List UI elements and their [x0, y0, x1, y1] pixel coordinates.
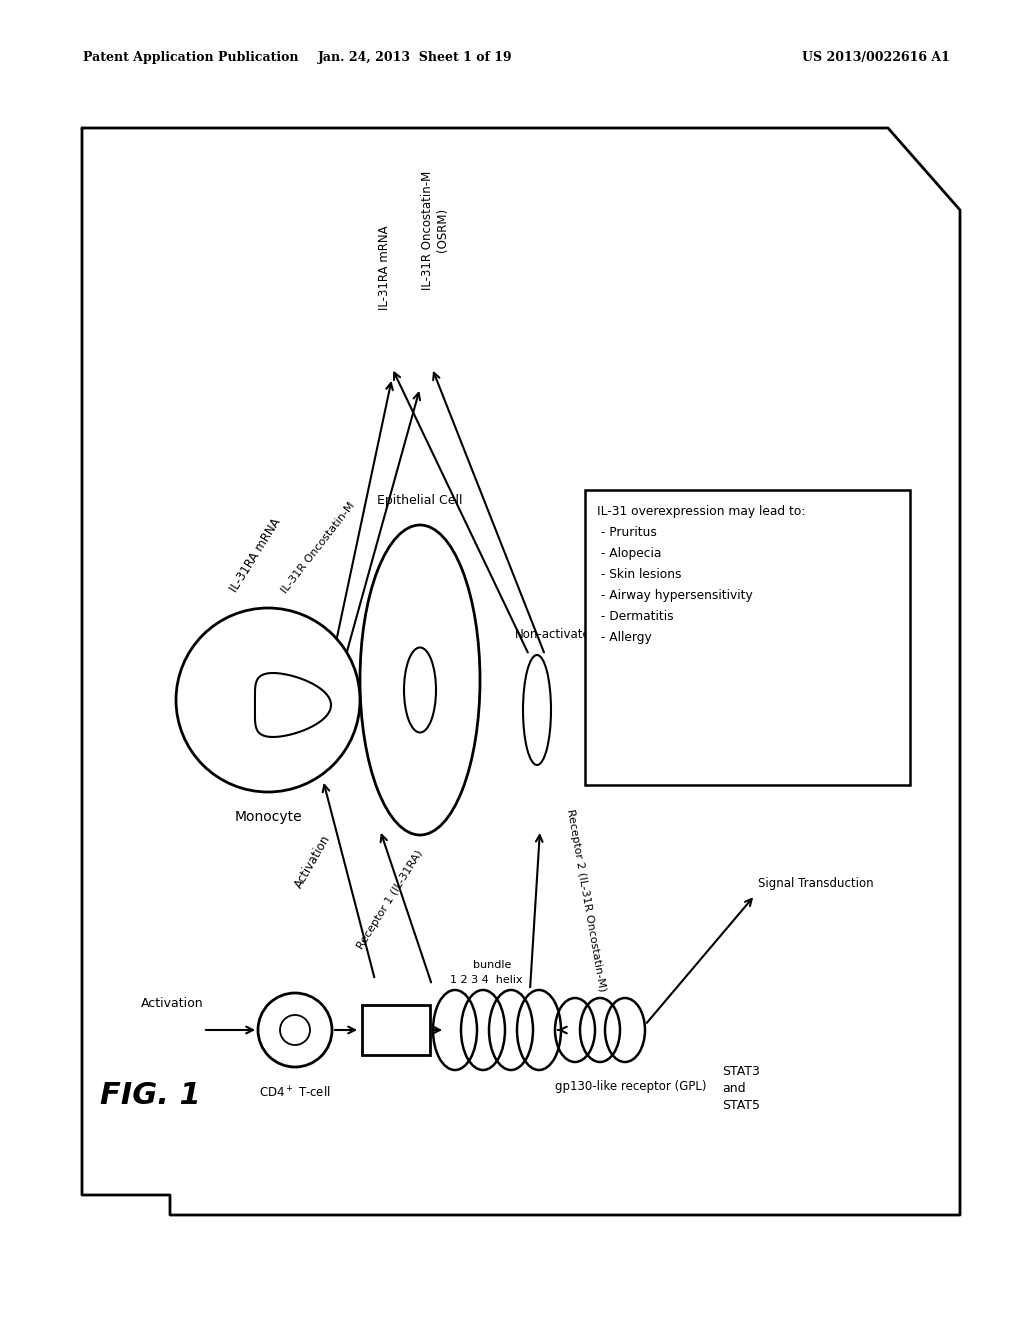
Text: CD4$^+$ T-cell: CD4$^+$ T-cell: [259, 1085, 331, 1101]
Circle shape: [176, 609, 360, 792]
Text: IL-31RA mRNA: IL-31RA mRNA: [227, 516, 283, 594]
Text: Epithelial Cell: Epithelial Cell: [377, 494, 463, 507]
Text: Activation: Activation: [293, 833, 334, 891]
Text: US 2013/0022616 A1: US 2013/0022616 A1: [802, 51, 950, 65]
Text: IL-31RA mRNA: IL-31RA mRNA: [379, 226, 391, 310]
Text: Jan. 24, 2013  Sheet 1 of 19: Jan. 24, 2013 Sheet 1 of 19: [317, 51, 512, 65]
Text: Signal Transduction: Signal Transduction: [758, 876, 873, 890]
Text: IL-31R Oncostatin-M
(OSRM): IL-31R Oncostatin-M (OSRM): [421, 170, 449, 290]
Ellipse shape: [360, 525, 480, 836]
Text: Monocyte: Monocyte: [234, 810, 302, 824]
Circle shape: [258, 993, 332, 1067]
Text: Activation: Activation: [140, 997, 204, 1010]
Text: IL-31: IL-31: [380, 1023, 413, 1036]
Text: IL-31R Oncostatin-M: IL-31R Oncostatin-M: [280, 500, 356, 595]
Bar: [585, 490, 910, 785]
Text: Patent Application Publication: Patent Application Publication: [83, 51, 299, 65]
Bar: [362, 1005, 430, 1055]
Text: STAT3
and
STAT5: STAT3 and STAT5: [722, 1065, 760, 1111]
Text: gp130-like receptor (GPL): gp130-like receptor (GPL): [555, 1080, 707, 1093]
Text: FIG. 1: FIG. 1: [100, 1081, 201, 1110]
Text: Receptor 2 (IL-31R Oncostatin-M): Receptor 2 (IL-31R Oncostatin-M): [565, 808, 607, 993]
Text: Receptor 1 (IL-31RA): Receptor 1 (IL-31RA): [355, 849, 425, 952]
Text: Non-activated: Non-activated: [515, 628, 598, 642]
Text: IL-31 overexpression may lead to:
 - Pruritus
 - Alopecia
 - Skin lesions
 - Air: IL-31 overexpression may lead to: - Prur…: [597, 506, 805, 644]
Text: bundle: bundle: [473, 960, 511, 970]
Text: 1 2 3 4  helix: 1 2 3 4 helix: [450, 975, 522, 985]
